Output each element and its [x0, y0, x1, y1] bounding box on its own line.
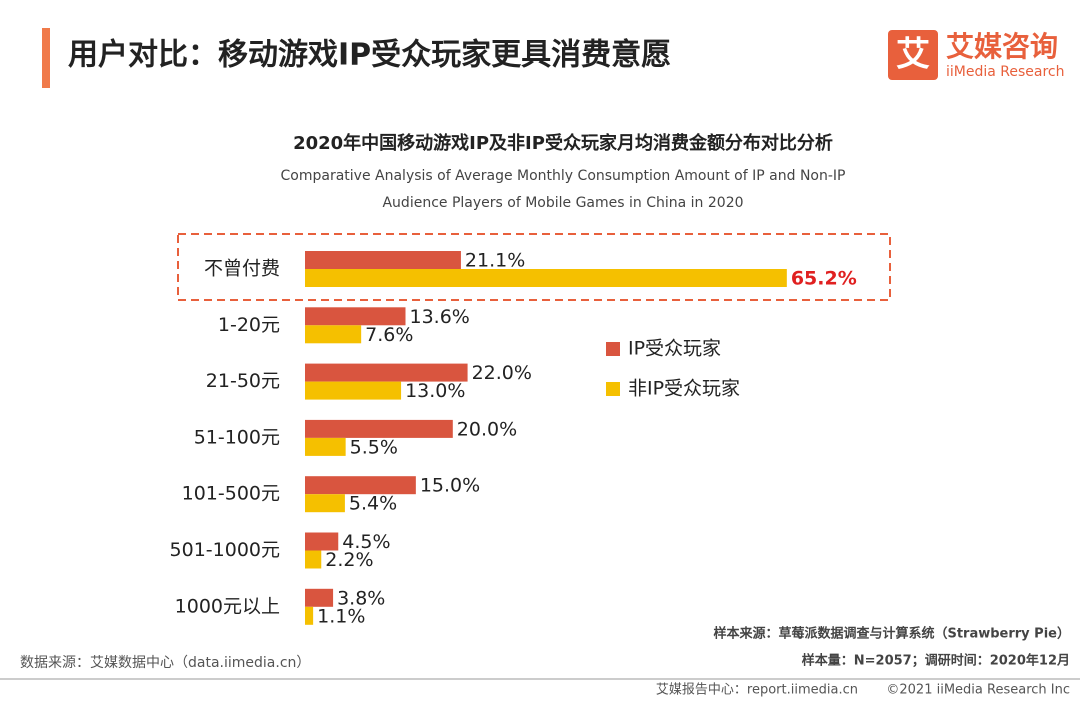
logo-mark-box: [888, 30, 938, 80]
value-label: 65.2%: [791, 268, 857, 290]
report-center: 艾媒报告中心：report.iimedia.cn: [656, 683, 858, 698]
header-accent: [42, 28, 50, 88]
bar: [305, 363, 468, 382]
bar: [305, 307, 406, 326]
bar: [305, 437, 346, 456]
value-label: 2.2%: [325, 549, 373, 571]
value-label: 5.4%: [349, 493, 397, 515]
sample-source: 样本来源：草莓派数据调查与计算系统（Strawberry Pie）: [713, 626, 1070, 642]
bar: [305, 251, 461, 269]
value-label: 4.5%: [342, 531, 390, 553]
bar: [305, 419, 453, 438]
bar: [305, 325, 362, 344]
chart-subtitle: Audience Players of Mobile Games in Chin…: [382, 195, 743, 211]
value-label: 15.0%: [420, 475, 480, 497]
page-title: 用户对比：移动游戏IP受众玩家更具消费意愿: [68, 38, 671, 73]
bar: [305, 381, 402, 400]
legend-label: IP受众玩家: [628, 338, 721, 360]
bar: [305, 532, 339, 551]
chart-title: 2020年中国移动游戏IP及非IP受众玩家月均消费金额分布对比分析: [293, 132, 833, 154]
bar: [305, 476, 416, 495]
category-label: 51-100元: [194, 426, 280, 448]
legend-label: 非IP受众玩家: [628, 378, 740, 400]
logo-cn: 艾媒咨询: [946, 30, 1058, 63]
highlight-box: [177, 233, 891, 301]
value-label: 7.6%: [365, 324, 413, 346]
value-label: 22.0%: [472, 362, 532, 384]
category-label: 501-1000元: [170, 539, 280, 561]
category-label: 1000元以上: [175, 595, 280, 617]
sample-size: 样本量：N=2057；调研时间：2020年12月: [802, 653, 1070, 669]
bar: [305, 606, 314, 625]
value-label: 21.1%: [465, 250, 525, 272]
value-label: 1.1%: [317, 605, 365, 627]
bar: [305, 550, 322, 569]
legend-swatch: [606, 382, 620, 396]
value-label: 5.5%: [350, 436, 398, 458]
value-label: 20.0%: [457, 418, 517, 440]
value-label: 13.0%: [405, 380, 465, 402]
value-label: 3.8%: [337, 587, 385, 609]
value-label: 13.6%: [410, 306, 470, 328]
bar: [305, 269, 787, 287]
bar: [305, 494, 345, 513]
logo-mark: 艾: [896, 35, 930, 75]
data-source: 数据来源：艾媒数据中心（data.iimedia.cn）: [20, 655, 310, 671]
chart-subtitle: Comparative Analysis of Average Monthly …: [281, 168, 846, 184]
category-label: 1-20元: [218, 314, 280, 336]
copyright: ©2021 iiMedia Research Inc: [886, 683, 1070, 698]
category-label: 21-50元: [206, 370, 280, 392]
bar: [305, 588, 334, 607]
logo-en: iiMedia Research: [946, 64, 1065, 80]
category-label: 不曾付费: [204, 258, 280, 280]
category-label: 101-500元: [182, 483, 280, 505]
legend-swatch: [606, 342, 620, 356]
